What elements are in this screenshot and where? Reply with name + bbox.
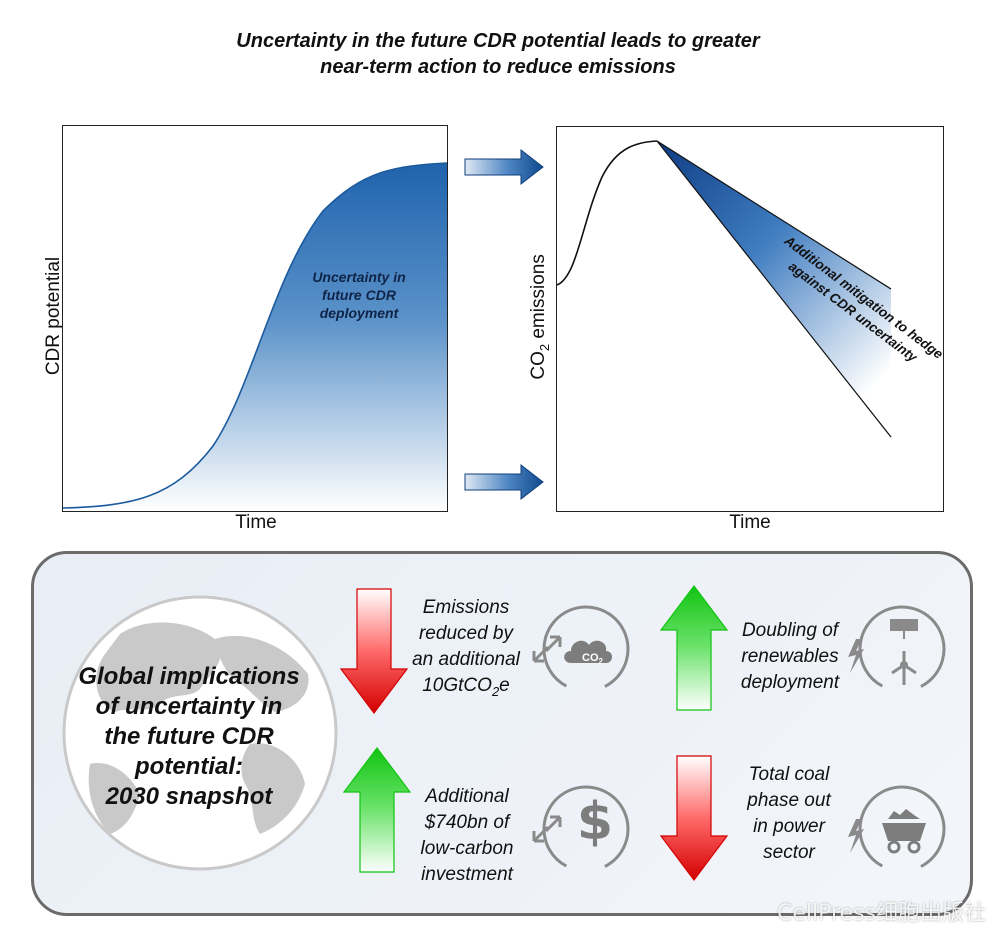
coal-line-3: in power xyxy=(753,816,825,837)
renewables-line-2: renewables xyxy=(741,646,839,667)
title-line-2: near-term action to reduce emissions xyxy=(320,56,676,78)
globe-caption-line-4: potential: xyxy=(135,753,243,780)
ylabel-sub: 2 xyxy=(536,343,552,352)
ylabel-tail: emissions xyxy=(528,254,550,344)
co2-emissions-chart: Additional mitigation to hedge against C… xyxy=(556,126,944,512)
coal-line-4: sector xyxy=(763,842,815,863)
renewables-line-3: deployment xyxy=(740,672,840,693)
renewables-text: Doubling of renewables deployment xyxy=(720,618,860,696)
emissions-line-3: an additional xyxy=(412,649,520,670)
uncertainty-annotation: Uncertainty in future CDR deployment xyxy=(289,268,429,322)
annotation-line-2: future CDR xyxy=(322,287,396,303)
co2-cloud-icon xyxy=(532,605,630,693)
investment-up-arrow xyxy=(342,747,412,873)
dollar-icon xyxy=(532,785,630,873)
cdr-curve-svg xyxy=(63,162,447,511)
right-x-axis-label: Time xyxy=(729,512,771,533)
figure-title: Uncertainty in the future CDR potential … xyxy=(0,28,996,80)
ylabel-co: CO xyxy=(528,351,550,380)
globe-caption-line-3: the future CDR xyxy=(104,723,274,750)
emissions-line-4: 10GtCO2e xyxy=(422,675,510,699)
lower-bound-line xyxy=(656,140,892,438)
coal-line-1: Total coal xyxy=(748,764,830,785)
emissions-text: Emissions reduced by an additional 10GtC… xyxy=(396,595,536,705)
renewables-icon xyxy=(848,605,946,693)
right-y-axis-label: CO2 emissions xyxy=(528,247,552,387)
title-line-1: Uncertainty in the future CDR potential … xyxy=(236,30,760,52)
emissions-line-1: Emissions xyxy=(422,597,510,618)
coal-line-2: phase out xyxy=(747,790,831,811)
emissions-svg xyxy=(557,140,892,438)
coal-text: Total coal phase out in power sector xyxy=(734,762,844,866)
investment-line-4: investment xyxy=(421,864,513,885)
globe-caption-line-1: Global implications xyxy=(78,663,300,690)
investment-line-3: low-carbon xyxy=(420,838,514,859)
coal-down-arrow xyxy=(659,755,729,881)
cdr-potential-chart: Uncertainty in future CDR deployment xyxy=(62,125,448,512)
connector-arrow-top xyxy=(464,148,544,186)
dollar-sign: $ xyxy=(576,792,614,852)
renewables-up-arrow xyxy=(659,585,729,711)
connector-arrow-bottom xyxy=(464,463,544,501)
co2-icon-label: CO2 xyxy=(582,652,603,667)
annotation-line-3: deployment xyxy=(319,305,399,321)
investment-line-1: Additional xyxy=(425,786,509,807)
globe-caption: Global implications of uncertainty in th… xyxy=(54,662,324,812)
annotation-line-1: Uncertainty in xyxy=(312,269,406,285)
cdr-curve xyxy=(63,162,447,509)
emissions-line-2: reduced by xyxy=(418,623,513,644)
emissions-down-arrow xyxy=(339,588,409,714)
implications-box: Global implications of uncertainty in th… xyxy=(31,551,973,916)
investment-line-2: $740bn of xyxy=(424,812,510,833)
globe-caption-line-5: 2030 snapshot xyxy=(105,783,273,810)
uncertainty-band xyxy=(63,163,447,511)
globe-caption-line-2: of uncertainty in xyxy=(95,693,283,720)
emissions-curve xyxy=(557,140,658,286)
left-x-axis-label: Time xyxy=(235,512,277,533)
investment-text: Additional $740bn of low-carbon investme… xyxy=(402,784,532,888)
watermark: CellPress细胞出版社 xyxy=(776,901,986,926)
renewables-line-1: Doubling of xyxy=(741,620,839,641)
globe-icon xyxy=(62,595,338,871)
coal-cart-icon xyxy=(848,785,946,873)
upper-bound-line xyxy=(656,140,892,290)
